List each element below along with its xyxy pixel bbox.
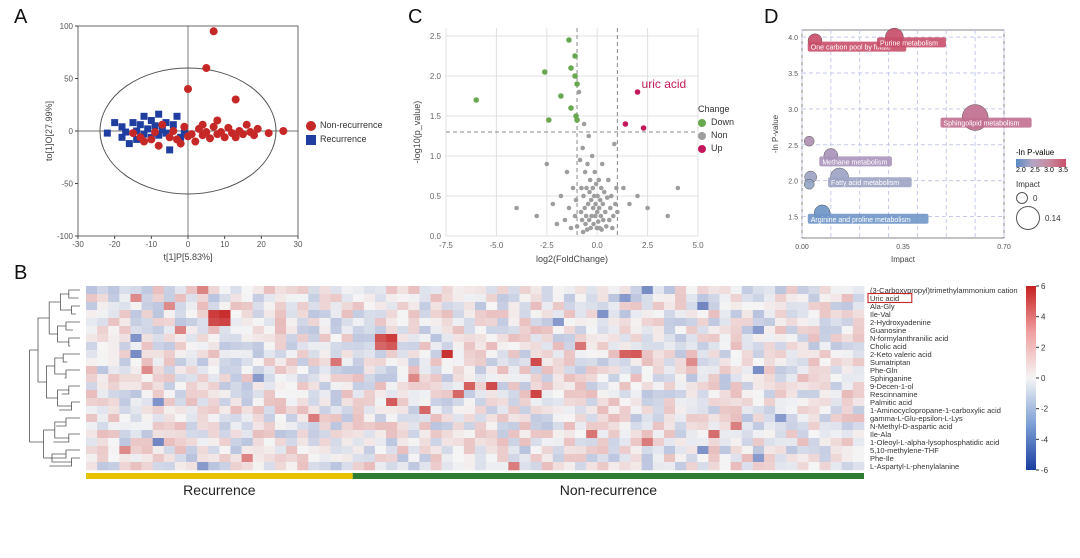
panel-label-a: A [14, 6, 27, 29]
svg-text:3.5: 3.5 [788, 71, 798, 78]
svg-text:-2.5: -2.5 [540, 241, 554, 250]
svg-text:Non-recurrence: Non-recurrence [560, 482, 657, 498]
svg-text:-4: -4 [1041, 435, 1049, 444]
svg-text:2.0: 2.0 [430, 72, 442, 81]
legend-item: Non-recurrence [306, 118, 383, 132]
svg-text:20: 20 [257, 240, 266, 249]
svg-text:100: 100 [60, 22, 74, 31]
svg-text:-5.0: -5.0 [490, 241, 504, 250]
svg-text:-2: -2 [1041, 405, 1049, 414]
svg-text:Recurrence: Recurrence [183, 482, 256, 498]
legend-item: Recurrence [306, 132, 383, 146]
svg-text:0: 0 [69, 127, 74, 136]
svg-text:50: 50 [64, 75, 73, 84]
svg-text:t[1]P[5.83%]: t[1]P[5.83%] [163, 252, 212, 262]
svg-text:1.5: 1.5 [788, 214, 798, 221]
svg-text:-7.5: -7.5 [439, 241, 453, 250]
svg-text:4: 4 [1041, 313, 1046, 322]
svg-text:-50: -50 [61, 180, 73, 189]
svg-text:Arginine and proline metabolis: Arginine and proline metabolism [811, 217, 911, 224]
heatmap: (3-Carboxypropyl)trimethylammonium catio… [24, 280, 1058, 538]
svg-text:0.0: 0.0 [430, 232, 442, 241]
svg-text:Purine metabolism: Purine metabolism [880, 40, 938, 47]
volcano-plot: -7.5 -5.0 -2.5 0.0 2.5 5.0 0.0 0.5 1.0 1.5 2.0 2.5 l… [406, 18, 708, 262]
svg-text:2: 2 [1041, 343, 1046, 352]
pathway-gradient-legend: -ln P-value2.02.53.03.5 [1016, 148, 1068, 174]
svg-text:6: 6 [1041, 282, 1046, 291]
svg-text:to[1]O[27.99%]: to[1]O[27.99%] [44, 101, 54, 161]
pls-da-scatter: -30-20-100102030-100-50050100t[1]P[5.83%… [38, 16, 308, 261]
svg-text:-10: -10 [146, 240, 158, 249]
svg-text:Fatty acid metabolism: Fatty acid metabolism [831, 180, 899, 187]
svg-text:-ln P-value: -ln P-value [771, 114, 780, 153]
svg-text:L-Aspartyl-L-phenylalanine: L-Aspartyl-L-phenylalanine [870, 462, 959, 471]
svg-text:1.5: 1.5 [430, 112, 442, 121]
svg-text:0.35: 0.35 [896, 244, 910, 251]
pathway-impact-legend: Impact00.14 [1016, 180, 1061, 231]
svg-text:0.0: 0.0 [592, 241, 604, 250]
svg-text:4.0: 4.0 [788, 35, 798, 42]
volcano-legend: ChangeDownNonUp [698, 104, 734, 155]
svg-text:Impact: Impact [891, 255, 916, 264]
svg-text:2.5: 2.5 [642, 241, 654, 250]
scatter-legend: Non-recurrenceRecurrence [306, 118, 383, 146]
svg-text:-20: -20 [109, 240, 121, 249]
svg-text:log2(FoldChange): log2(FoldChange) [536, 254, 608, 264]
svg-text:-log10(p_value): -log10(p_value) [412, 101, 422, 164]
svg-text:-6: -6 [1041, 466, 1049, 475]
svg-text:Sphingolipid metabolism: Sphingolipid metabolism [944, 121, 1020, 128]
svg-text:2.0: 2.0 [788, 179, 798, 186]
svg-text:1.0: 1.0 [430, 152, 442, 161]
svg-text:30: 30 [294, 240, 303, 249]
svg-text:0.5: 0.5 [430, 192, 442, 201]
svg-text:5.0: 5.0 [692, 241, 704, 250]
svg-text:2.5: 2.5 [788, 143, 798, 150]
svg-text:0: 0 [186, 240, 191, 249]
svg-text:2.5: 2.5 [430, 32, 442, 41]
svg-text:0.70: 0.70 [997, 244, 1011, 251]
svg-text:0.00: 0.00 [795, 244, 809, 251]
svg-text:3.0: 3.0 [788, 107, 798, 114]
svg-text:uric acid: uric acid [642, 77, 687, 91]
svg-text:10: 10 [220, 240, 229, 249]
svg-text:-100: -100 [57, 232, 74, 241]
svg-text:-30: -30 [72, 240, 84, 249]
svg-text:0: 0 [1041, 374, 1046, 383]
svg-text:Methane metabolism: Methane metabolism [822, 159, 887, 166]
